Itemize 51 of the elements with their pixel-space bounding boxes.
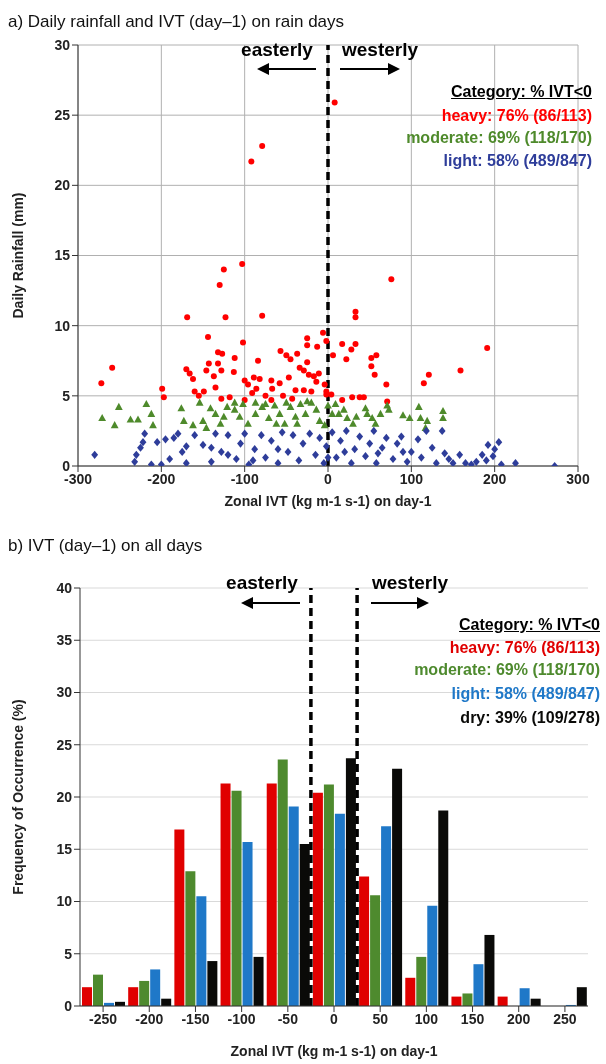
annotation: dry: 39% (109/278) [460,709,600,727]
y-tick-label: 15 [56,841,73,858]
x-tick-label: -200 [147,470,176,487]
y-tick-label: 5 [64,945,73,962]
x-tick-label: -150 [181,1010,210,1027]
y-tick-label: 20 [54,177,71,194]
y-tick-label: 15 [54,247,71,264]
x-tick-label: 300 [566,470,590,487]
annotation: Category: % IVT<0 [451,83,592,101]
y-tick-label: 0 [64,997,73,1014]
annotation: moderate: 69% (118/170) [414,661,600,679]
x-tick-label: 50 [372,1010,389,1027]
y-tick-label: 10 [54,317,71,334]
x-tick-label: 200 [507,1010,531,1027]
x-tick-label: -250 [89,1010,118,1027]
y-tick-label: 30 [56,684,73,701]
x-tick-label: 200 [482,470,507,487]
annotation: light: 58% (489/847) [451,685,600,703]
y-axis-title: Daily Rainfall (mm) [9,192,26,319]
y-tick-label: 30 [54,36,71,53]
annotation: light: 58% (489/847) [443,152,592,170]
x-tick-label: -50 [277,1010,299,1027]
annotation: moderate: 69% (118/170) [406,129,592,147]
x-tick-label: 100 [399,470,424,487]
y-tick-label: 40 [56,579,73,596]
annotation: westerly [371,572,449,594]
chart-title: b) IVT (day–1) on all days [8,536,203,556]
x-tick-label: 100 [414,1010,439,1027]
y-tick-label: 35 [56,632,73,649]
y-tick-label: 25 [54,107,71,124]
x-tick-label: 0 [330,1010,339,1027]
annotation: heavy: 76% (86/113) [449,639,600,657]
y-tick-label: 5 [62,387,71,404]
y-tick-label: 20 [56,788,73,805]
y-axis-title: Frequency of Occurrence (%) [9,699,26,895]
annotation: easterly [241,39,313,61]
x-tick-label: -100 [227,1010,256,1027]
x-tick-label: 150 [460,1010,485,1027]
x-tick-label: 0 [324,470,333,487]
y-tick-label: 10 [56,893,73,910]
y-tick-label: 25 [56,736,73,753]
x-axis-title: Zonal IVT (kg m-1 s-1) on day-1 [230,1043,438,1059]
annotation: westerly [341,39,419,61]
x-tick-label: -200 [135,1010,164,1027]
x-axis-title: Zonal IVT (kg m-1 s-1) on day-1 [224,493,432,509]
annotation: heavy: 76% (86/113) [441,107,592,125]
chart-title: a) Daily rainfall and IVT (day–1) on rain days [8,12,345,32]
x-tick-label: 250 [553,1010,577,1027]
x-tick-label: -100 [230,470,259,487]
annotation: easterly [226,572,298,594]
annotation: Category: % IVT<0 [459,616,600,634]
